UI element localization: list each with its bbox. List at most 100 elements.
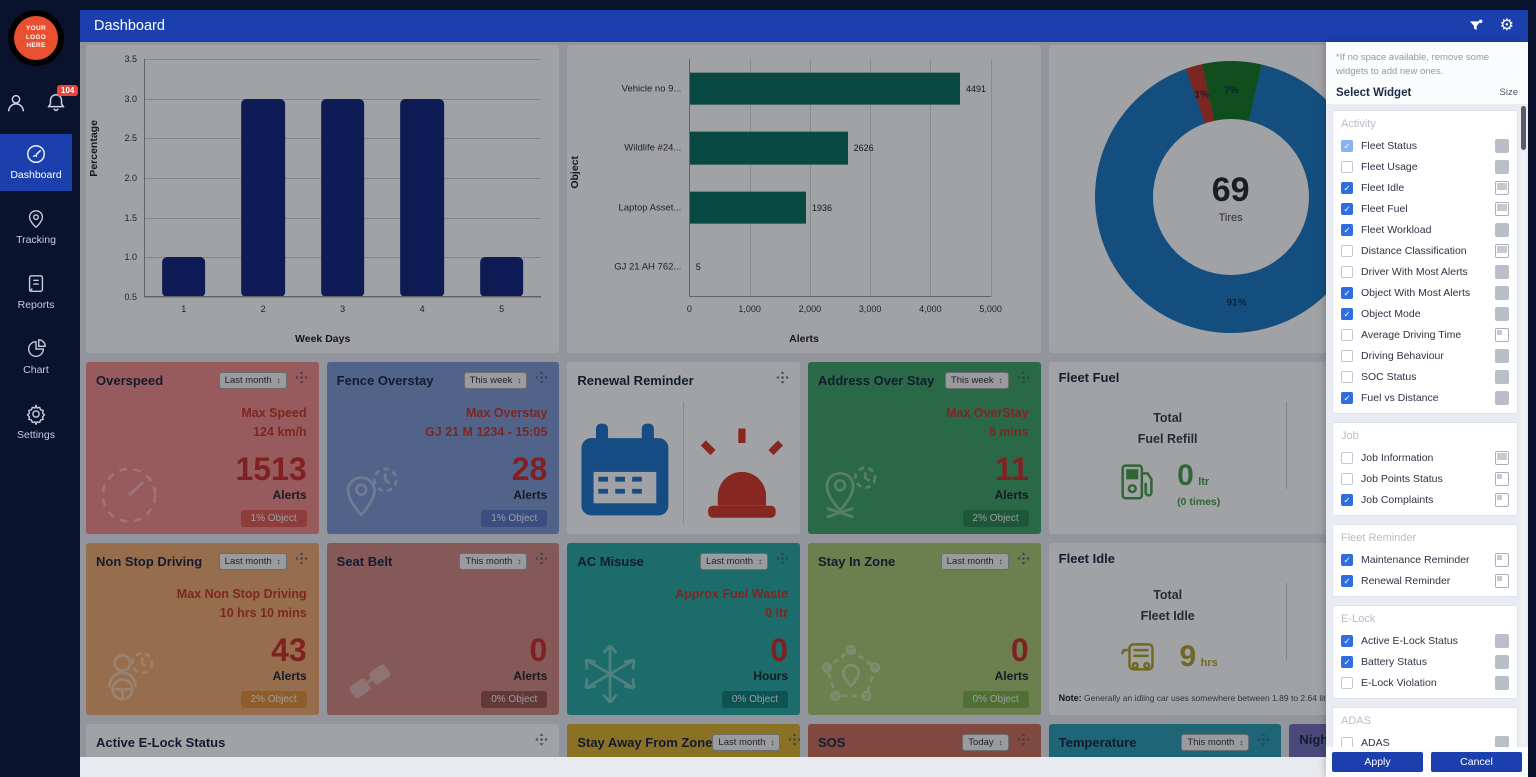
sidebar-item-reports[interactable]: Reports	[0, 264, 72, 321]
checkbox[interactable]: ✓	[1341, 139, 1353, 152]
widget-option-row[interactable]: Job Points Status	[1341, 468, 1509, 489]
move-icon[interactable]	[294, 551, 309, 571]
period-dropdown[interactable]: Last month ↕	[700, 552, 768, 570]
widget-option-row[interactable]: Driver With Most Alerts	[1341, 261, 1509, 282]
move-icon[interactable]	[775, 551, 790, 571]
move-icon[interactable]	[787, 732, 800, 752]
workspace: Dashboard ⚙ Percentage 3.5 3.0 2.5 2.0 1.5 1.…	[80, 10, 1528, 777]
checkbox[interactable]: ✓	[1341, 655, 1353, 668]
checkbox[interactable]: ✓	[1341, 307, 1353, 320]
period-dropdown[interactable]: This month ↕	[1181, 733, 1250, 751]
checkbox[interactable]	[1341, 328, 1353, 341]
widget-option-row[interactable]: Job Information	[1341, 447, 1509, 468]
settings-gear-icon[interactable]: ⚙	[1499, 17, 1514, 34]
widget-option-row[interactable]: Distance Classification	[1341, 240, 1509, 261]
sidebar-item-settings[interactable]: Settings	[0, 394, 72, 451]
notification-bell-icon[interactable]: 104	[45, 85, 79, 114]
widget-card-address-over-stay: Address Over Stay This week ↕ Max OverSta…	[808, 362, 1041, 534]
dropdown-arrows-icon: ↕	[758, 556, 762, 566]
move-icon[interactable]	[775, 370, 790, 390]
period-dropdown[interactable]: Last month ↕	[218, 371, 287, 389]
widget-option-row[interactable]: Fleet Usage	[1341, 156, 1509, 177]
max-stat: Max Non Stop Driving 10 hrs 10 mins	[176, 587, 307, 620]
dropdown-arrows-icon: ↕	[998, 556, 1003, 566]
checkbox[interactable]	[1341, 370, 1353, 383]
sidebar-item-tracking[interactable]: Tracking	[0, 199, 72, 256]
bar-3	[320, 98, 365, 297]
widget-option-row[interactable]: ✓ Object With Most Alerts	[1341, 282, 1509, 303]
checkbox[interactable]	[1341, 451, 1353, 464]
widget-title: Stay In Zone	[818, 553, 896, 569]
cancel-button[interactable]: Cancel	[1431, 752, 1522, 772]
widget-option-row[interactable]: Average Driving Time	[1341, 324, 1509, 345]
widget-option-row[interactable]: SOC Status	[1341, 366, 1509, 387]
checkbox[interactable]: ✓	[1341, 493, 1353, 506]
move-icon[interactable]	[1016, 551, 1031, 571]
widget-title: Address Over Stay	[818, 372, 935, 388]
dropdown-arrows-icon: ↕	[517, 556, 522, 566]
period-dropdown[interactable]: This week ↕	[463, 371, 528, 389]
move-icon[interactable]	[534, 732, 549, 752]
sidebar-item-dashboard[interactable]: Dashboard	[0, 134, 72, 191]
widget-option-row[interactable]: ✓ Battery Status	[1341, 651, 1509, 672]
move-icon[interactable]	[1256, 732, 1271, 752]
widget-option-row[interactable]: ADAS	[1341, 732, 1509, 747]
checkbox[interactable]: ✓	[1341, 202, 1353, 215]
checkbox[interactable]	[1341, 676, 1353, 689]
gridline	[144, 297, 542, 298]
period-dropdown[interactable]: This week ↕	[944, 371, 1009, 389]
checkbox[interactable]	[1341, 736, 1353, 747]
widget-option-row[interactable]: ✓ Object Mode	[1341, 303, 1509, 324]
checkbox[interactable]	[1341, 472, 1353, 485]
object-percent-badge: 1% Object	[481, 510, 548, 527]
period-dropdown[interactable]: This month ↕	[459, 552, 528, 570]
period-dropdown[interactable]: Last month ↕	[712, 733, 781, 751]
move-icon[interactable]	[294, 370, 309, 390]
category-label: Laptop Asset...	[618, 202, 682, 214]
widget-option-row[interactable]: E-Lock Violation	[1341, 672, 1509, 693]
move-icon[interactable]	[534, 551, 549, 571]
period-dropdown[interactable]: Last month ↕	[218, 552, 287, 570]
checkbox[interactable]	[1341, 349, 1353, 362]
widget-option-row[interactable]: ✓ Fleet Status	[1341, 135, 1509, 156]
widget-title: Renewal Reminder	[577, 372, 694, 388]
move-icon[interactable]	[1016, 370, 1031, 390]
sidebar-item-chart[interactable]: Chart	[0, 329, 72, 386]
checkbox[interactable]: ✓	[1341, 574, 1353, 587]
period-dropdown[interactable]: Last month ↕	[940, 552, 1009, 570]
panel-scrollbar[interactable]	[1521, 106, 1526, 745]
checkbox[interactable]: ✓	[1341, 286, 1353, 299]
apply-button[interactable]: Apply	[1332, 752, 1423, 772]
checkbox[interactable]: ✓	[1341, 223, 1353, 236]
user-icon[interactable]	[5, 92, 27, 114]
checkbox[interactable]	[1341, 244, 1353, 257]
widget-option-row[interactable]: ✓ Renewal Reminder	[1341, 570, 1509, 591]
page-header: Dashboard ⚙	[80, 10, 1528, 42]
widget-option-row[interactable]: ✓ Fleet Idle	[1341, 177, 1509, 198]
widget-option-row[interactable]: ✓ Job Complaints	[1341, 489, 1509, 510]
move-icon[interactable]	[534, 370, 549, 390]
slice-label: 91%	[1226, 297, 1247, 309]
checkbox[interactable]: ✓	[1341, 181, 1353, 194]
gridline	[144, 59, 542, 60]
widget-option-row[interactable]: ✓ Fleet Workload	[1341, 219, 1509, 240]
scrollbar-thumb[interactable]	[1521, 106, 1526, 150]
checkbox[interactable]: ✓	[1341, 634, 1353, 647]
size-icon	[1495, 492, 1509, 507]
filter-icon[interactable]	[1468, 18, 1484, 34]
period-dropdown[interactable]: Today ↕	[962, 733, 1009, 751]
move-icon[interactable]	[1016, 732, 1031, 752]
widget-title: Non Stop Driving	[96, 553, 203, 569]
widget-title: AC Misuse	[577, 553, 644, 569]
widget-option-row[interactable]: Driving Behaviour	[1341, 345, 1509, 366]
checkbox[interactable]: ✓	[1341, 391, 1353, 404]
widget-option-row[interactable]: ✓ Active E-Lock Status	[1341, 630, 1509, 651]
widget-title: Seat Belt	[336, 553, 393, 569]
widget-option-row[interactable]: ✓ Maintenance Reminder	[1341, 549, 1509, 570]
checkbox[interactable]: ✓	[1341, 553, 1353, 566]
widget-option-row[interactable]: ✓ Fuel vs Distance	[1341, 387, 1509, 408]
checkbox[interactable]	[1341, 265, 1353, 278]
widget-option-row[interactable]: ✓ Fleet Fuel	[1341, 198, 1509, 219]
checkbox[interactable]	[1341, 160, 1353, 173]
